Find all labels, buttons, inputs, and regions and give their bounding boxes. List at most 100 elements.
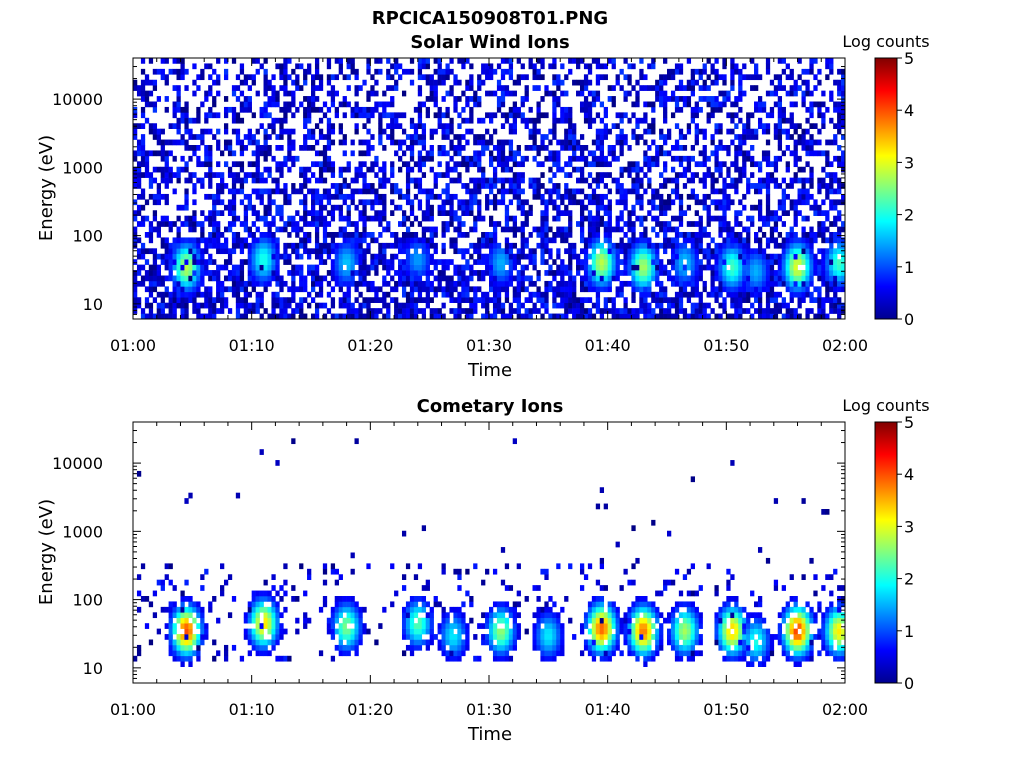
spectrogram-cell	[765, 286, 771, 293]
spectrogram-cell	[726, 172, 731, 178]
spectrogram-cell	[358, 161, 363, 168]
spectrogram-cell	[295, 242, 300, 249]
spectrogram-cell	[216, 79, 221, 86]
spectrogram-cell	[239, 248, 245, 255]
spectrogram-cell	[330, 264, 336, 271]
spectrogram-cell	[599, 177, 605, 184]
spectrogram-cell	[164, 161, 169, 168]
spectrogram-cell	[350, 221, 355, 227]
spectrogram-cell	[156, 188, 161, 195]
spectrogram-cell	[619, 308, 624, 314]
spectrogram-cell	[694, 280, 699, 287]
spectrogram-cell	[674, 193, 680, 200]
spectrogram-cell	[512, 188, 517, 195]
spectrogram-cell	[548, 155, 553, 162]
spectrogram-cell	[231, 242, 237, 249]
spectrogram-cell	[401, 221, 407, 227]
spectrogram-cell	[520, 204, 525, 211]
spectrogram-cell	[789, 242, 794, 249]
spectrogram-cell	[635, 286, 640, 293]
spectrogram-cell	[635, 280, 640, 287]
spectrogram-cell	[805, 193, 810, 200]
spectrogram-cell	[663, 58, 668, 64]
spectrogram-cell	[188, 155, 193, 162]
spectrogram-cell	[603, 183, 608, 189]
spectrogram-cell	[208, 308, 213, 314]
spectrogram-cell	[176, 248, 181, 255]
spectrogram-cell	[180, 291, 185, 298]
spectrogram-cell	[457, 308, 462, 314]
spectrogram-cell	[255, 177, 260, 184]
spectrogram-cell	[591, 193, 597, 200]
spectrogram-cell	[817, 297, 822, 303]
spectrogram-cell	[338, 275, 343, 282]
spectrogram-cell	[299, 242, 304, 249]
spectrogram-cell	[777, 215, 783, 222]
spectrogram-cell	[457, 291, 462, 298]
spectrogram-cell	[231, 264, 237, 271]
spectrogram-cell	[801, 291, 806, 298]
spectrogram-cell	[338, 188, 343, 195]
spectrogram-cell	[425, 242, 430, 249]
spectrogram-cell	[607, 259, 612, 265]
spectrogram-cell	[702, 145, 707, 151]
spectrogram-cell	[251, 237, 256, 244]
spectrogram-cell	[698, 150, 703, 157]
spectrogram-cell	[540, 134, 545, 140]
spectrogram-cell	[342, 199, 347, 206]
spectrogram-cell	[342, 139, 347, 146]
spectrogram-cell	[734, 297, 739, 303]
spectrogram-cell	[568, 248, 573, 255]
spectrogram-cell	[453, 193, 458, 200]
spectrogram-cell	[552, 106, 557, 113]
spectrogram-cell	[607, 270, 612, 276]
spectrogram-cell	[837, 210, 842, 216]
spectrogram-cell	[136, 183, 142, 189]
spectrogram-cell	[354, 259, 359, 265]
spectrogram-cell	[544, 90, 549, 97]
spectrogram-cell	[291, 270, 296, 276]
spectrogram-cell	[216, 183, 221, 189]
spectrogram-cell	[694, 275, 699, 282]
spectrogram-cell	[231, 199, 237, 206]
spectrogram-cell	[212, 237, 217, 244]
spectrogram-cell	[754, 280, 759, 287]
spectrogram-cell	[334, 74, 339, 81]
spectrogram-cell	[287, 253, 292, 260]
spectrogram-cell	[583, 270, 589, 276]
spectrogram-cell	[833, 199, 838, 206]
spectrogram-cell	[813, 74, 818, 81]
spectrogram-cell	[322, 232, 328, 238]
spectrogram-cell	[524, 253, 529, 260]
spectrogram-cell	[295, 248, 300, 255]
spectrogram-cell	[251, 308, 256, 314]
spectrogram-cell	[492, 280, 498, 287]
spectrogram-cell	[540, 172, 545, 178]
spectrogram-cell	[354, 242, 359, 249]
spectrogram-cell	[216, 308, 221, 314]
spectrogram-cell	[607, 286, 612, 293]
spectrogram-cell	[635, 188, 640, 195]
spectrogram-cell	[485, 63, 490, 70]
spectrogram-cell	[350, 270, 355, 276]
spectrogram-cell	[801, 177, 806, 184]
spectrogram-cell	[837, 264, 842, 271]
spectrogram-cell	[394, 123, 399, 129]
spectrogram-cell	[231, 172, 237, 178]
spectrogram-cell	[809, 139, 814, 146]
spectrogram-cell	[607, 215, 612, 222]
spectrogram-cell	[283, 85, 288, 91]
spectrogram-cell	[678, 63, 684, 70]
spectrogram-cell	[204, 155, 209, 162]
spectrogram-cell	[311, 210, 316, 216]
spectrogram-cell	[635, 264, 640, 271]
spectrogram-cell	[401, 161, 407, 168]
spectrogram-cell	[398, 155, 403, 162]
spectrogram-cell	[508, 58, 514, 64]
spectrogram-cell	[223, 183, 229, 189]
spectrogram-cell	[279, 63, 284, 70]
spectrogram-cell	[453, 248, 458, 255]
spectrogram-cell	[287, 199, 292, 206]
spectrogram-cell	[591, 253, 597, 260]
spectrogram-cell	[623, 242, 628, 249]
